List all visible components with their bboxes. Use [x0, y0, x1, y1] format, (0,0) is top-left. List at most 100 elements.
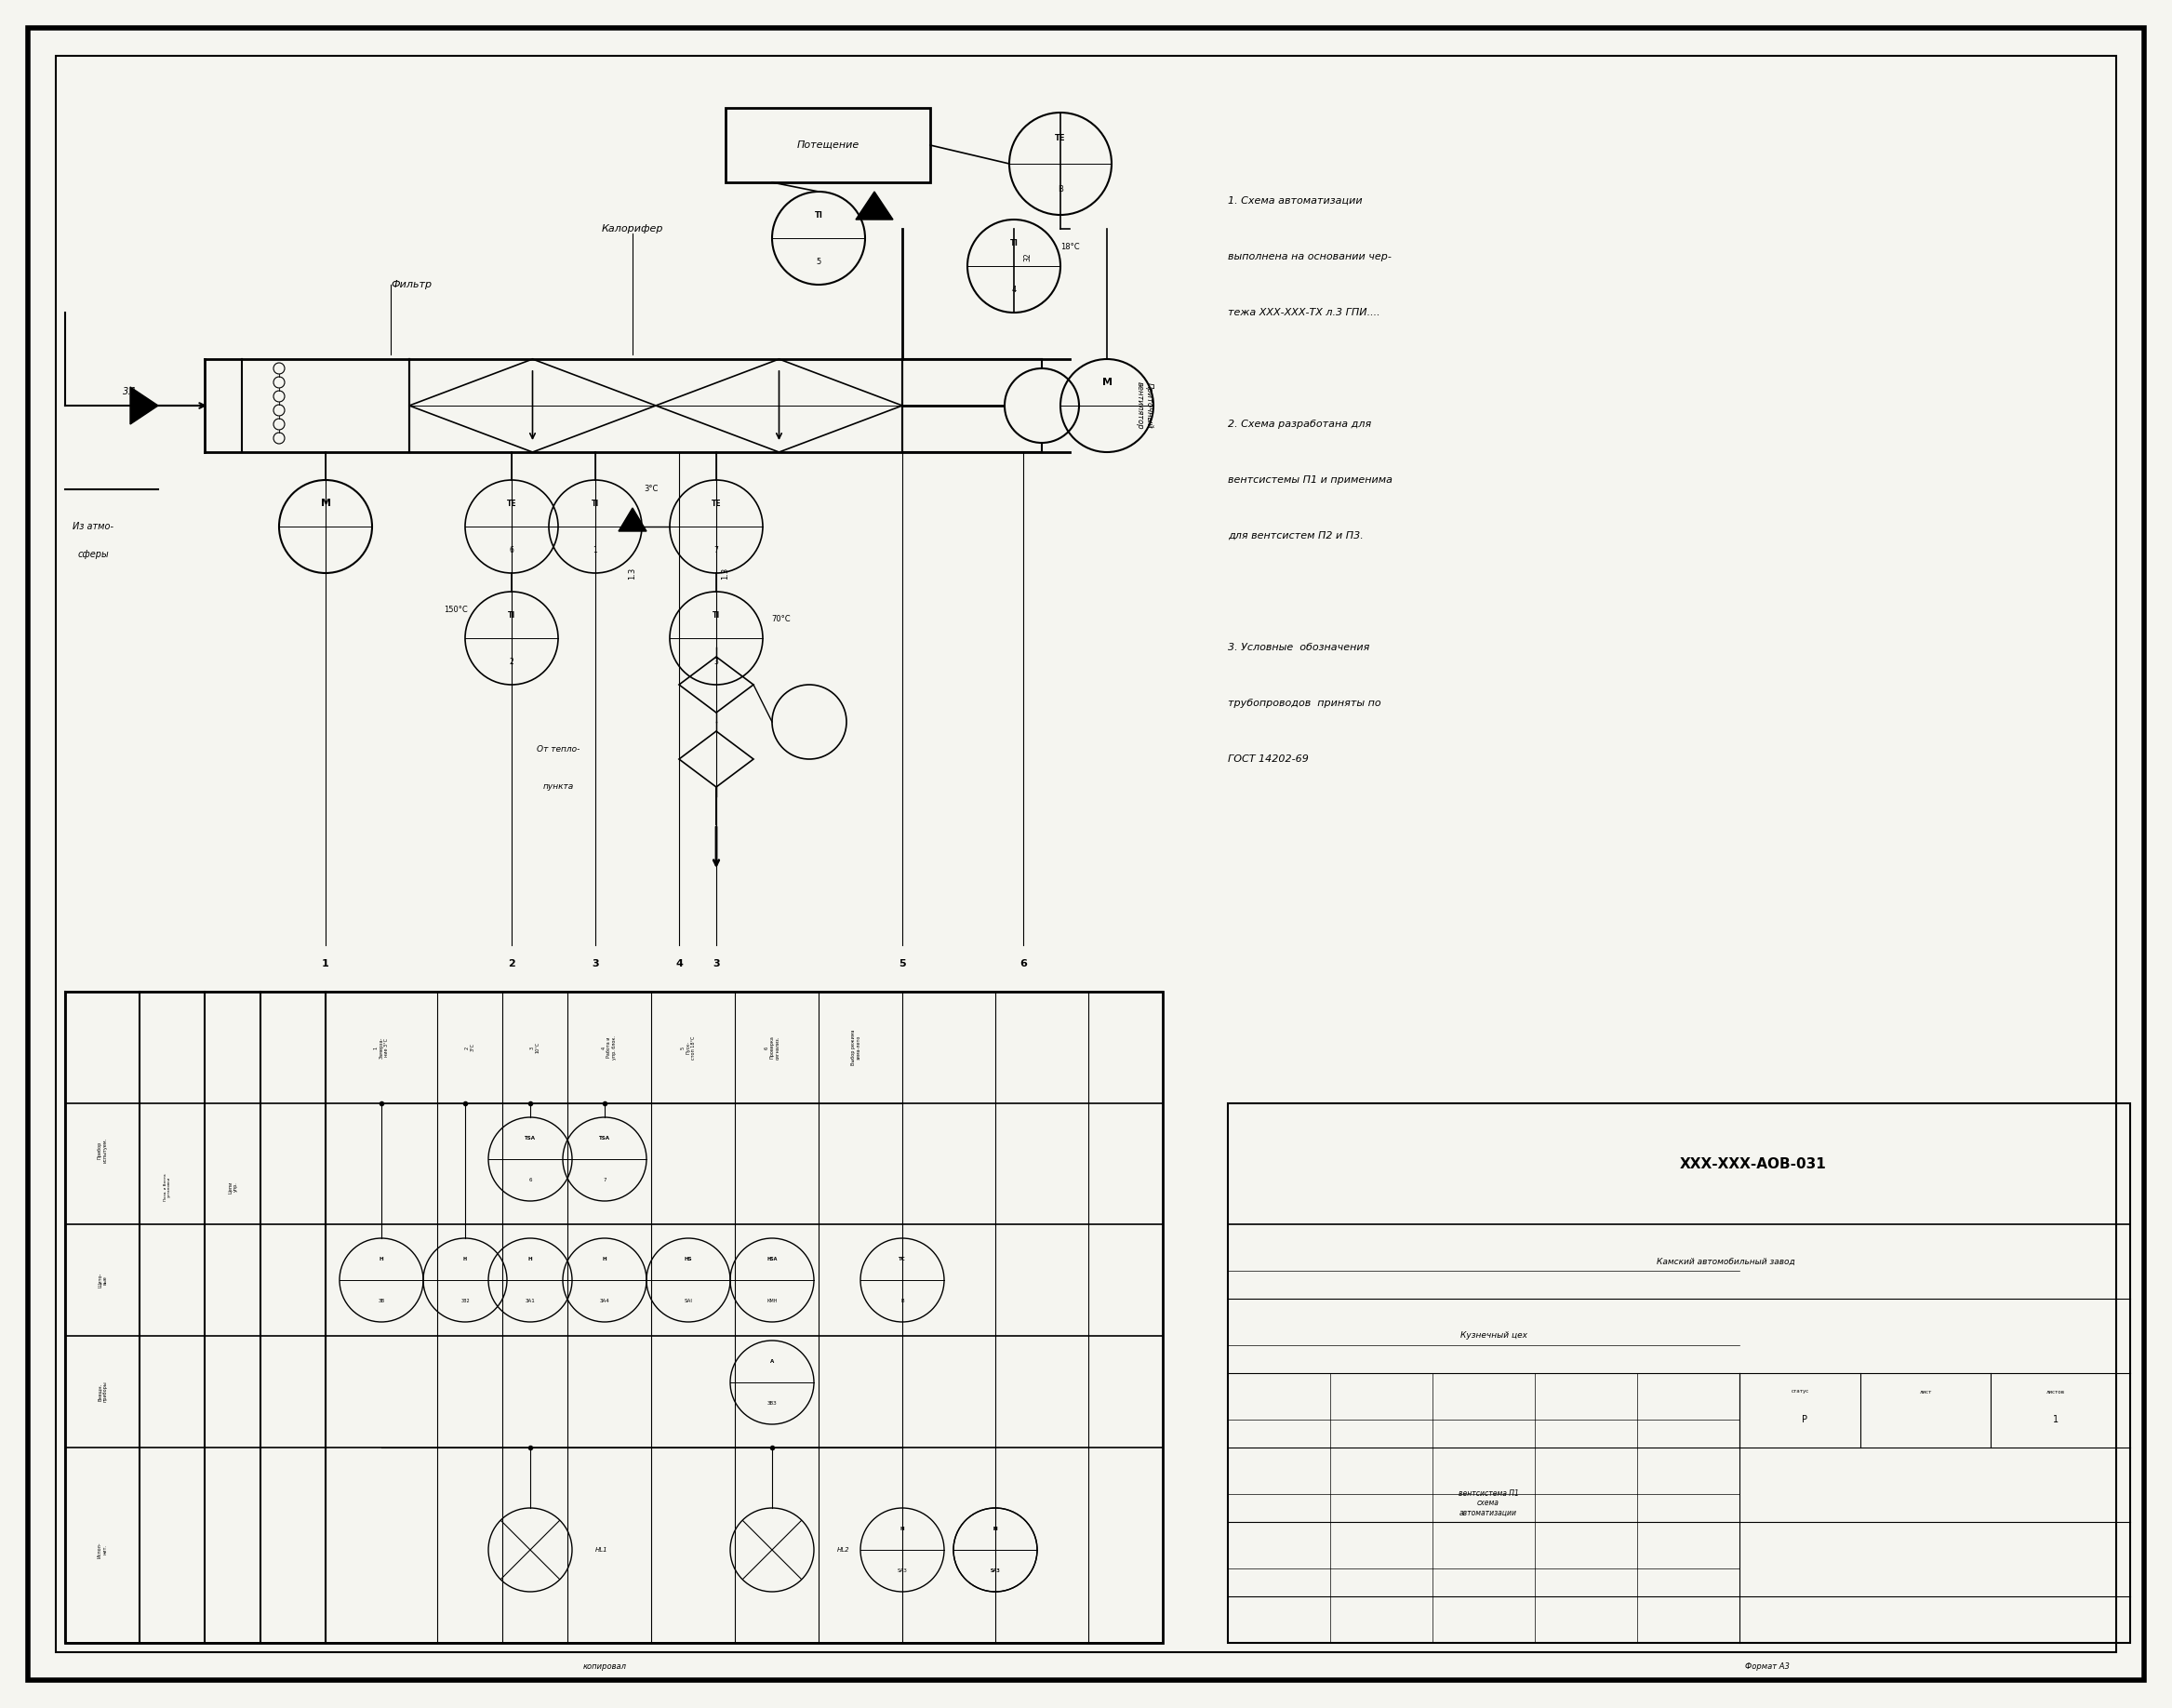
- Text: ТI: ТI: [591, 499, 599, 507]
- Text: ТС: ТС: [899, 1257, 906, 1262]
- Text: НL1: НL1: [595, 1547, 608, 1553]
- Text: 3: 3: [591, 960, 599, 968]
- Text: ГОСТ 14202-69: ГОСТ 14202-69: [1227, 755, 1310, 763]
- Text: 3: 3: [712, 960, 719, 968]
- Text: ТЕ: ТЕ: [1056, 133, 1066, 142]
- Text: Приточный
вентилятор: Приточный вентилятор: [1136, 381, 1153, 430]
- Text: 1.3: 1.3: [721, 567, 730, 579]
- Text: для вентсистем П2 и П3.: для вентсистем П2 и П3.: [1227, 531, 1364, 540]
- Circle shape: [1006, 369, 1079, 442]
- Text: 70°С: 70°С: [771, 615, 791, 623]
- Text: TSА: TSА: [599, 1136, 610, 1141]
- Text: Калорифер: Калорифер: [602, 224, 662, 234]
- Text: ТI: ТI: [1010, 239, 1019, 248]
- Text: М: М: [1101, 377, 1112, 388]
- Text: 6: 6: [510, 545, 515, 553]
- Text: ХХХ-ХХХ-АОВ-031: ХХХ-ХХХ-АОВ-031: [1681, 1156, 1827, 1170]
- Text: лист: лист: [1920, 1389, 1931, 1394]
- Text: SА3: SА3: [990, 1568, 1001, 1573]
- Text: В: В: [1058, 184, 1062, 193]
- Text: Н: Н: [602, 1257, 606, 1262]
- Text: Н: Н: [899, 1527, 904, 1532]
- Text: TSА: TSА: [526, 1136, 536, 1141]
- Text: 18°С: 18°С: [1060, 243, 1079, 251]
- Text: листов: листов: [2046, 1389, 2066, 1394]
- Text: ЗВ2: ЗВ2: [460, 1298, 469, 1303]
- Bar: [65, 992, 1162, 1643]
- Text: 3: 3: [715, 658, 719, 666]
- Text: ТI: ТI: [712, 611, 721, 618]
- Text: 7: 7: [604, 1179, 606, 1182]
- Text: Поза. и Вента
установки: Поза. и Вента установки: [163, 1173, 172, 1201]
- Text: Н: Н: [528, 1257, 532, 1262]
- Text: От тепло-: От тепло-: [536, 746, 580, 753]
- Text: Н: Н: [380, 1257, 384, 1262]
- Text: трубопроводов  приняты по: трубопроводов приняты по: [1227, 699, 1381, 707]
- Text: сферы: сферы: [78, 550, 109, 559]
- Text: 3. Условные  обозначения: 3. Условные обозначения: [1227, 642, 1371, 652]
- Text: SАЗ: SАЗ: [897, 1568, 908, 1573]
- Text: 5
Пуск-
стоп 18°С: 5 Пуск- стоп 18°С: [680, 1035, 695, 1059]
- Text: 4: 4: [675, 960, 682, 968]
- Polygon shape: [130, 388, 159, 424]
- Text: НL2: НL2: [836, 1547, 849, 1553]
- Text: 2: 2: [510, 658, 515, 666]
- Text: Испол-
нит.: Испол- нит.: [98, 1542, 106, 1558]
- Text: 7: 7: [715, 545, 719, 553]
- Text: 1: 1: [2053, 1414, 2059, 1424]
- Text: копировал: копировал: [582, 1662, 626, 1670]
- Text: 1. Схема автоматизации: 1. Схема автоматизации: [1227, 196, 1362, 205]
- Text: ЗВ: ЗВ: [378, 1298, 384, 1303]
- Text: 2. Схема разработана для: 2. Схема разработана для: [1227, 420, 1371, 429]
- Text: Н: Н: [993, 1527, 997, 1532]
- Text: 6: 6: [1019, 960, 1027, 968]
- Text: 3°С: 3°С: [643, 485, 658, 494]
- Text: статус: статус: [1792, 1389, 1809, 1394]
- Text: Из атмо-: Из атмо-: [72, 523, 113, 531]
- Text: 6
Проверка
сигнализ.: 6 Проверка сигнализ.: [765, 1035, 780, 1059]
- Text: Н: Н: [463, 1257, 467, 1262]
- Text: выполнена на основании чер-: выполнена на основании чер-: [1227, 253, 1392, 261]
- Text: ЗА4: ЗА4: [599, 1298, 610, 1303]
- Text: Цепи
упр.: Цепи упр.: [228, 1180, 237, 1194]
- Text: ЗВЗ: ЗВЗ: [767, 1401, 778, 1406]
- Text: ТЕ: ТЕ: [506, 499, 517, 507]
- Text: Фильтр: Фильтр: [391, 280, 432, 289]
- Text: SAI: SAI: [684, 1298, 693, 1303]
- Text: КМН: КМН: [767, 1298, 778, 1303]
- Polygon shape: [619, 507, 647, 531]
- Text: тежа ХХХ-ХХХ-ТХ л.3 ГПИ....: тежа ХХХ-ХХХ-ТХ л.3 ГПИ....: [1227, 307, 1379, 318]
- Text: 4
Работа и
упр. блок.: 4 Работа и упр. блок.: [602, 1035, 617, 1059]
- Text: М: М: [321, 499, 330, 507]
- Text: 1: 1: [593, 545, 597, 553]
- Text: Формат А3: Формат А3: [1744, 1662, 1790, 1670]
- Text: Выбор режима
зима-лето: Выбор режима зима-лето: [851, 1030, 860, 1066]
- Text: В: В: [901, 1298, 904, 1303]
- Text: ТЕ: ТЕ: [710, 499, 721, 507]
- Text: 1: 1: [321, 960, 330, 968]
- Bar: [901, 359, 1043, 453]
- Bar: [725, 108, 930, 183]
- Text: 18°С: 18°С: [864, 207, 884, 215]
- Text: 150°С: 150°С: [443, 606, 467, 615]
- Text: 5: 5: [899, 960, 906, 968]
- Text: 2
3°С: 2 3°С: [465, 1044, 476, 1052]
- Text: Р: Р: [1803, 1414, 1807, 1424]
- Bar: [1227, 1103, 2131, 1643]
- Text: Потещение: Потещение: [797, 140, 860, 150]
- Text: Прибор
испытуем.: Прибор испытуем.: [98, 1138, 106, 1163]
- Text: вентсистема П1
схема
автоматизации: вентсистема П1 схема автоматизации: [1457, 1489, 1518, 1517]
- Text: А: А: [771, 1360, 773, 1363]
- Text: 6: 6: [528, 1179, 532, 1182]
- Text: 3.1: 3.1: [124, 388, 137, 396]
- Text: ТI: ТI: [814, 210, 823, 219]
- Text: 2: 2: [508, 960, 515, 968]
- Text: Н: Н: [993, 1527, 997, 1532]
- Polygon shape: [856, 191, 893, 220]
- Text: 3
10°С: 3 10°С: [530, 1042, 541, 1054]
- Text: Щито-
вые: Щито- вые: [98, 1272, 106, 1288]
- Text: 1.3: 1.3: [628, 567, 636, 579]
- Text: 5: 5: [817, 258, 821, 266]
- Text: Камский автомобильный завод: Камский автомобильный завод: [1657, 1257, 1794, 1266]
- Text: 32: 32: [1023, 253, 1032, 261]
